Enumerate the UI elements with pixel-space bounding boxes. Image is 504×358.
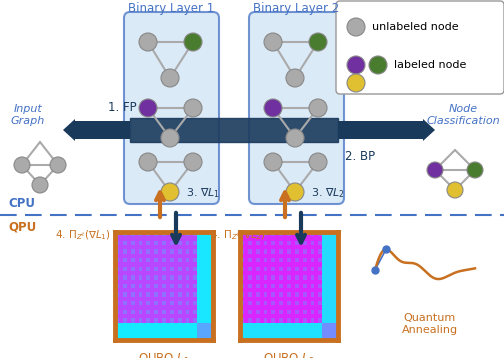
Circle shape	[347, 56, 365, 74]
Circle shape	[309, 99, 327, 117]
FancyArrow shape	[63, 119, 130, 141]
Text: QUBO $L_1$: QUBO $L_1$	[138, 352, 190, 358]
Text: 2. BP: 2. BP	[345, 150, 375, 163]
Text: unlabeled node: unlabeled node	[372, 22, 459, 32]
FancyBboxPatch shape	[336, 1, 504, 94]
Text: 4. $\Pi_{Z^t}(\nabla L_1)$: 4. $\Pi_{Z^t}(\nabla L_1)$	[55, 228, 111, 242]
Circle shape	[309, 33, 327, 51]
Text: 1. FP: 1. FP	[108, 101, 137, 114]
Circle shape	[286, 129, 304, 147]
Circle shape	[161, 183, 179, 201]
Text: 3. $\nabla L_1$: 3. $\nabla L_1$	[186, 186, 220, 200]
Text: Node
Classification: Node Classification	[426, 104, 500, 126]
Text: 3. $\nabla L_2$: 3. $\nabla L_2$	[311, 186, 345, 200]
Circle shape	[50, 157, 66, 173]
Text: 4. $\Pi_{Z^t}(\nabla L_2)$: 4. $\Pi_{Z^t}(\nabla L_2)$	[210, 228, 266, 242]
Text: CPU: CPU	[8, 197, 35, 210]
Text: Binary Layer 1: Binary Layer 1	[129, 2, 215, 15]
Text: QUBO $L_2$: QUBO $L_2$	[263, 352, 315, 358]
Text: QPU: QPU	[8, 220, 36, 233]
Circle shape	[184, 33, 202, 51]
Circle shape	[264, 99, 282, 117]
Circle shape	[139, 33, 157, 51]
Text: Input
Graph: Input Graph	[11, 104, 45, 126]
Bar	[130, 118, 338, 142]
Circle shape	[264, 153, 282, 171]
Circle shape	[347, 18, 365, 36]
Circle shape	[347, 74, 365, 92]
Circle shape	[286, 183, 304, 201]
Circle shape	[447, 182, 463, 198]
Text: Quantum
Annealing: Quantum Annealing	[402, 313, 458, 335]
FancyBboxPatch shape	[124, 12, 219, 204]
Text: Binary Layer 2: Binary Layer 2	[254, 2, 340, 15]
FancyArrow shape	[338, 119, 435, 141]
Circle shape	[184, 153, 202, 171]
Circle shape	[427, 162, 443, 178]
Circle shape	[467, 162, 483, 178]
Circle shape	[286, 69, 304, 87]
Circle shape	[309, 153, 327, 171]
Circle shape	[32, 177, 48, 193]
Circle shape	[139, 153, 157, 171]
Circle shape	[161, 69, 179, 87]
FancyBboxPatch shape	[249, 12, 344, 204]
Circle shape	[264, 33, 282, 51]
Circle shape	[139, 99, 157, 117]
Circle shape	[161, 129, 179, 147]
Circle shape	[369, 56, 387, 74]
Circle shape	[184, 99, 202, 117]
Text: labeled node: labeled node	[394, 60, 466, 70]
Circle shape	[14, 157, 30, 173]
